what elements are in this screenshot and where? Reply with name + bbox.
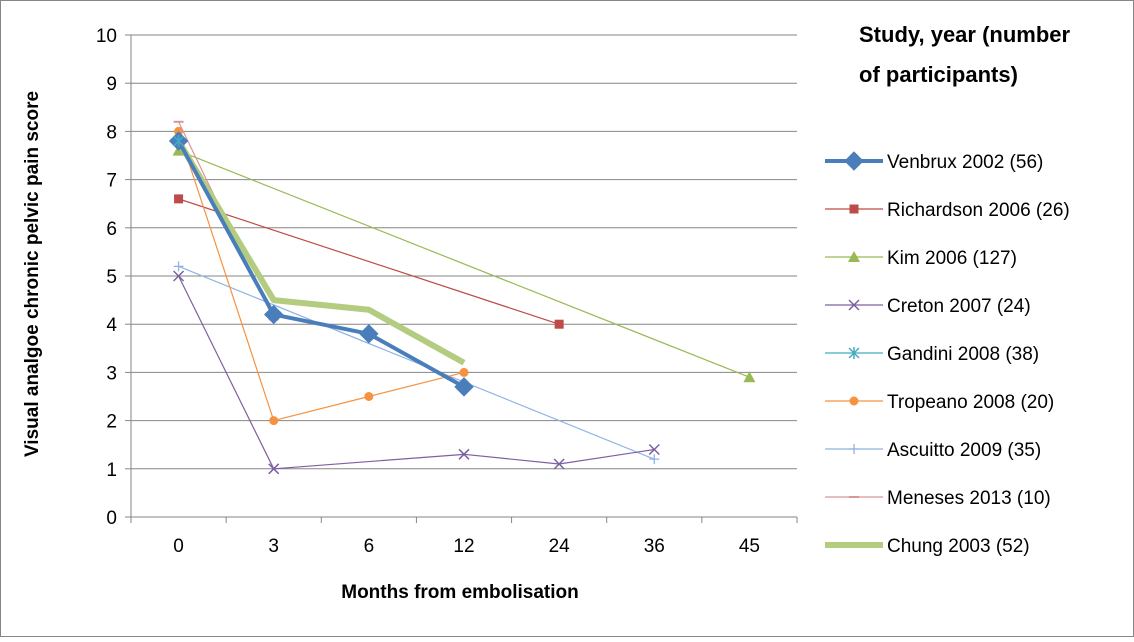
legend-label: Tropeano 2008 (20) <box>887 392 1054 413</box>
legend-swatch-marker <box>848 251 860 262</box>
series-4 <box>173 135 185 148</box>
series-6 <box>173 261 660 465</box>
data-point <box>173 270 185 282</box>
legend: Study, year (number of participants) Ven… <box>825 22 1071 557</box>
x-tick-label: 24 <box>549 536 571 557</box>
y-tick-label: 5 <box>106 267 117 288</box>
data-point <box>458 448 470 460</box>
x-tick-label: 45 <box>739 536 760 557</box>
legend-item: Tropeano 2008 (20) <box>825 392 1054 413</box>
y-tick-label: 1 <box>106 460 117 481</box>
y-tick-label: 8 <box>106 122 117 143</box>
series-3 <box>173 270 660 475</box>
data-point <box>553 458 565 470</box>
legend-item: Venbrux 2002 (56) <box>825 151 1043 173</box>
series-line <box>178 265 655 460</box>
gridlines <box>131 34 797 470</box>
data-point <box>174 194 184 204</box>
data-point <box>173 261 184 272</box>
y-tick-label: 9 <box>106 74 117 95</box>
y-tick-label: 3 <box>106 363 117 384</box>
legend-item: Richardson 2006 (26) <box>825 200 1070 221</box>
y-tick-label: 10 <box>96 26 117 47</box>
legend-swatch-marker <box>844 151 864 171</box>
legend-label: Meneses 2013 (10) <box>887 488 1051 509</box>
series-8 <box>175 139 466 366</box>
legend-label: Gandini 2008 (38) <box>887 344 1039 365</box>
data-point <box>454 377 474 397</box>
x-tick-label: 12 <box>453 536 474 557</box>
series-line <box>178 198 560 325</box>
legend-label: Chung 2003 (52) <box>887 536 1030 557</box>
x-tick-label: 0 <box>173 536 184 557</box>
x-axis-title: Months from embolisation <box>341 582 579 603</box>
legend-item: Kim 2006 (127) <box>825 248 1017 269</box>
legend-swatch-marker <box>848 299 860 311</box>
legend-swatch-marker <box>849 396 859 406</box>
legend-label: Venbrux 2002 (56) <box>887 152 1043 173</box>
legend-swatch-marker <box>849 444 859 454</box>
data-point <box>173 135 185 148</box>
series-1 <box>174 194 564 329</box>
data-point <box>743 371 756 383</box>
data-point <box>648 443 660 456</box>
y-tick-label: 6 <box>106 219 117 240</box>
data-point <box>359 324 379 344</box>
x-tick-label: 6 <box>364 536 375 557</box>
y-tick-label: 4 <box>106 315 117 336</box>
series-line <box>178 131 465 422</box>
data-point <box>268 463 280 475</box>
y-tick-label: 2 <box>106 412 117 433</box>
legend-swatch-marker <box>849 204 859 214</box>
y-tick-label: 0 <box>106 508 117 529</box>
legend-label: Creton 2007 (24) <box>887 296 1031 317</box>
legend-label: Richardson 2006 (26) <box>887 200 1070 221</box>
data-point <box>459 367 469 377</box>
x-tick-label: 36 <box>644 536 665 557</box>
series-group <box>168 120 756 475</box>
series-line <box>176 140 465 389</box>
series-line <box>178 150 750 378</box>
legend-item: Meneses 2013 (10) <box>825 488 1051 509</box>
legend-item: Chung 2003 (52) <box>825 536 1030 557</box>
data-point <box>649 454 660 465</box>
y-axis-title: Visual analgoe chronic pelvic pain score <box>22 91 43 457</box>
data-point <box>269 416 279 426</box>
legend-item: Gandini 2008 (38) <box>825 344 1039 365</box>
legend-item: Creton 2007 (24) <box>825 296 1031 317</box>
legend-title: Study, year (number <box>859 22 1071 47</box>
data-point <box>554 319 564 329</box>
x-tick-label: 3 <box>268 536 279 557</box>
legend-label: Kim 2006 (127) <box>887 248 1017 269</box>
data-point <box>264 304 284 325</box>
data-point <box>364 392 374 401</box>
series-line <box>175 139 466 366</box>
legend-item: Ascuitto 2009 (35) <box>825 440 1041 461</box>
legend-title-line-2: of participants) <box>859 62 1018 87</box>
legend-label: Ascuitto 2009 (35) <box>887 440 1041 461</box>
y-tick-label: 7 <box>106 171 117 192</box>
legend-swatch-marker <box>848 347 860 359</box>
